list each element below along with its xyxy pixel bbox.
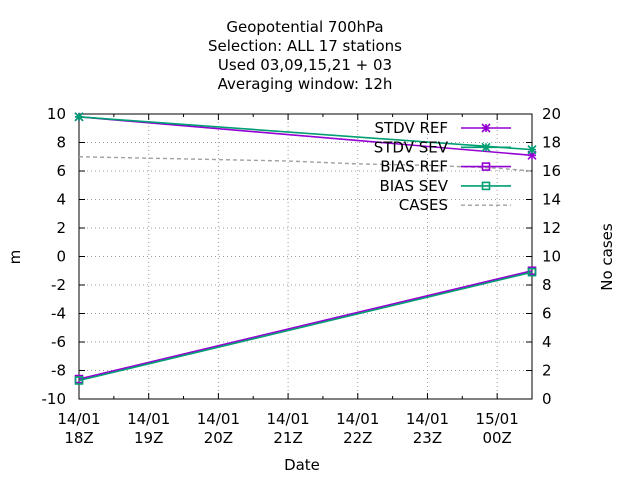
y-tick-label: 6 xyxy=(56,162,66,180)
x-tick-label-hour: 23Z xyxy=(413,429,442,447)
series-line-cases xyxy=(78,156,533,172)
data-point-bias-sev xyxy=(527,267,537,277)
chart-title-line: Geopotential 700hPa xyxy=(226,18,383,36)
y2-axis-label: No cases xyxy=(598,223,616,291)
x-tick-label-date: 14/01 xyxy=(336,410,379,428)
y-tick-label: -6 xyxy=(51,333,66,351)
plot-frame xyxy=(78,113,533,400)
x-tick-label-hour: 00Z xyxy=(482,429,511,447)
legend-label: CASES xyxy=(399,196,448,214)
y2-tick-label: 14 xyxy=(542,191,561,209)
chart-title-line: Selection: ALL 17 stations xyxy=(208,37,402,55)
y2-axis-ticks: 0 2 4 6 8 10 12 14 16 18 20 xyxy=(526,105,561,408)
series-line-bias-ref xyxy=(78,269,533,380)
data-point-bias-sev xyxy=(74,376,84,385)
x-tick-label-date: 14/01 xyxy=(266,410,309,428)
x-tick-label-date: 14/01 xyxy=(406,410,449,428)
x-tick-label-hour: 19Z xyxy=(134,429,163,447)
data-point-stdv-sev xyxy=(527,145,537,155)
y2-tick-label: 0 xyxy=(542,390,552,408)
legend-marker-bias-ref xyxy=(481,162,491,171)
y2-tick-label: 4 xyxy=(542,333,552,351)
grid xyxy=(79,114,532,399)
y2-tick-label: 6 xyxy=(542,305,552,323)
chart-title-line: Used 03,09,15,21 + 03 xyxy=(218,56,392,74)
series-line-stdv-ref xyxy=(78,116,533,157)
series-line-bias-sev xyxy=(78,271,533,382)
y-tick-label: -2 xyxy=(51,276,66,294)
legend-label: STDV SEV xyxy=(374,138,449,156)
data-point-stdv-sev xyxy=(74,112,84,122)
x-tick-label-date: 15/01 xyxy=(476,410,519,428)
legend-marker-bias-sev xyxy=(481,181,491,191)
x-axis-label: Date xyxy=(284,456,320,474)
legend-marker-stdv-sev xyxy=(481,142,491,152)
x-tick-label-date: 14/01 xyxy=(197,410,240,428)
y-axis-ticks: -10 -8 -6 -4 -2 0 2 4 6 8 10 xyxy=(42,105,85,408)
x-axis-ticks: 14/0118Z14/0119Z14/0120Z14/0121Z14/0122Z… xyxy=(57,114,519,447)
legend-label: BIAS REF xyxy=(380,158,448,176)
y2-tick-label: 16 xyxy=(542,162,561,180)
x-tick-label-hour: 18Z xyxy=(64,429,93,447)
series xyxy=(74,112,537,385)
x-tick-label-hour: 21Z xyxy=(273,429,302,447)
y-tick-label: 0 xyxy=(56,248,66,266)
y2-tick-label: 12 xyxy=(542,219,561,237)
x-tick-label-date: 14/01 xyxy=(127,410,170,428)
series-line-stdv-sev xyxy=(78,116,533,151)
x-tick-label-hour: 20Z xyxy=(204,429,233,447)
y-axis-label: m xyxy=(6,250,24,265)
y-tick-label: -8 xyxy=(51,362,66,380)
legend-marker-stdv-ref xyxy=(481,123,491,133)
y2-tick-label: 8 xyxy=(542,276,552,294)
x-tick-label-date: 14/01 xyxy=(57,410,100,428)
y2-tick-label: 10 xyxy=(542,248,561,266)
y-tick-label: 10 xyxy=(47,105,66,123)
y-tick-label: -10 xyxy=(42,390,67,408)
y-tick-label: 4 xyxy=(56,191,66,209)
y2-tick-label: 2 xyxy=(542,362,552,380)
chart-title-line: Averaging window: 12h xyxy=(218,75,393,93)
legend-label: BIAS SEV xyxy=(379,177,448,195)
y2-tick-label: 18 xyxy=(542,134,561,152)
y-tick-label: -4 xyxy=(51,305,66,323)
x-tick-label-hour: 22Z xyxy=(343,429,372,447)
y-tick-label: 8 xyxy=(56,134,66,152)
data-point-stdv-ref xyxy=(527,150,537,160)
y-tick-label: 2 xyxy=(56,219,66,237)
y2-tick-label: 20 xyxy=(542,105,561,123)
legend-label: STDV REF xyxy=(374,119,448,137)
